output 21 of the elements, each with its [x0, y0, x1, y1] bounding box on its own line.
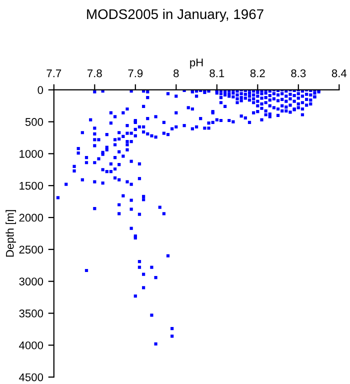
- y-tick-label: 2000: [19, 214, 44, 222]
- x-tick-label: 8.2: [250, 69, 265, 78]
- y-tick-label: 1500: [20, 182, 44, 190]
- x-tick-label: 7.8: [87, 69, 102, 78]
- y-tick-label: 3000: [19, 278, 44, 286]
- x-axis-title: pH: [190, 58, 203, 69]
- x-tick-label: 8.4: [332, 69, 347, 78]
- y-tick-label: 1000: [20, 150, 44, 158]
- chart-title: MODS2005 in January, 1967: [87, 8, 264, 22]
- x-tick-label: 7.9: [128, 69, 143, 78]
- y-tick-label: 500: [25, 118, 44, 126]
- y-tick-label: 0: [38, 86, 44, 94]
- y-axis-title: Depth [m]: [6, 210, 16, 257]
- y-tick-label: 4000: [19, 341, 44, 350]
- y-tick-label: 4500: [19, 373, 44, 382]
- x-tick-label: 8: [174, 69, 179, 78]
- x-tick-label: 8.1: [210, 69, 224, 78]
- x-tick-label: 7.7: [46, 69, 62, 78]
- y-tick-label: 2500: [19, 246, 44, 254]
- y-tick-label: 3500: [19, 310, 44, 318]
- x-tick-label: 8.3: [291, 69, 306, 78]
